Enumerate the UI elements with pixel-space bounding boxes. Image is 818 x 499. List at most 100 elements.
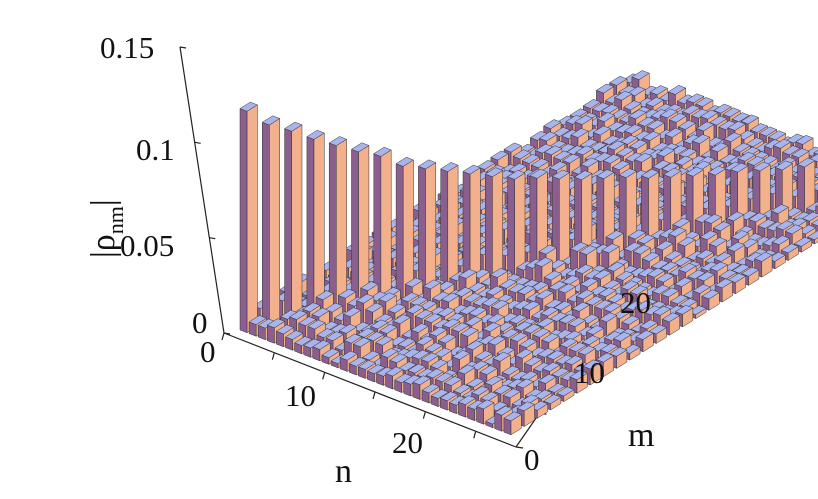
bar-face-side [447,164,459,291]
bar-face-top [379,324,398,334]
bar-face-top [508,163,527,173]
bar-face-top [355,293,375,304]
bar [640,168,660,248]
bar-face-top [621,315,640,326]
bar-face-top [551,367,570,378]
bar-face-top [615,146,635,157]
bar-face-top [515,378,535,389]
bar-face-top [712,221,732,232]
bar-face-top [538,244,557,255]
bar-face-top [503,142,522,153]
bar-face-top [512,149,532,160]
bar-face-top [659,261,679,272]
bar-face-top [667,85,687,95]
bar-face-top [574,264,594,274]
bar-face-top [801,211,818,222]
bar-face-top [718,269,738,280]
bar-face-top [405,304,425,314]
bar-face-top [465,340,484,351]
bar-face-top [579,277,599,288]
bar-face-top [592,125,612,136]
bar-face-top [815,204,818,208]
bar-face-top [639,319,658,330]
bar-face-top [543,145,563,156]
bar-face-top [352,337,372,348]
bar-face-top [582,359,602,370]
bar-face-top [553,300,572,311]
bar-face-top [632,244,652,255]
bar-face-top [414,309,434,320]
bar-face-top [412,375,431,386]
bar-face-side [492,169,503,281]
n-tick-mark [372,391,376,400]
bar-face-top [569,370,588,380]
bar-face-top [725,211,745,222]
bar-face-top [687,269,706,280]
bar-face-top [699,230,719,241]
bar-face-top [509,332,529,342]
bar-face-top [703,213,723,224]
bar-face-top [451,322,470,333]
bar-face-top [650,259,670,270]
bar-face-top [312,340,331,350]
bar-face-top [294,336,313,346]
bar-face-top [443,376,463,386]
bar-face-top [407,363,426,374]
bar-face-top [700,109,719,120]
bar-face-top [365,302,384,313]
bar-face-top [275,324,295,335]
bar-face-top [410,323,430,333]
bar-face-top [457,395,477,405]
bar-face-front [797,164,805,214]
bar [462,164,481,286]
bar-face-top [601,243,620,254]
m-tick-mark [515,446,524,449]
n-tick-mark [473,431,477,439]
z-tick-label: 0.15 [100,30,154,65]
bar-face-top [677,120,697,130]
bar-face-top [476,399,495,410]
bar-face-top [441,318,461,329]
bar-face-top [713,252,733,262]
z-axis-title-subscript: nm [103,206,128,234]
z-axis-title-close: | [85,199,122,206]
bar-face-top [430,389,450,399]
bar-face-top [557,283,577,294]
bar [328,136,348,315]
bar-face-top [673,256,692,267]
bar-face-top [523,356,543,367]
bar-face-top [596,169,615,180]
bar-face-top [770,204,790,214]
bar-face-top [375,335,394,346]
bar-face-side [425,162,437,295]
bar-face-top [490,150,509,161]
bar-face-top [440,162,459,172]
bar-face-top [542,394,562,404]
bar-face-top [462,164,481,175]
z-tick-mark [194,141,201,144]
bar-face-top [420,352,440,363]
bar-face-top [480,391,499,402]
bar-face-top [602,279,621,290]
z-axis-title-main: |ρ [85,234,122,258]
bar-face-top [578,245,598,255]
bar-face-front [462,171,471,286]
bar [239,101,258,334]
bar-face-top [685,93,705,104]
bar-face-top [678,262,697,273]
bar [350,142,370,310]
bar-face-top [498,278,518,289]
bar-face-top [674,277,693,287]
bar-face-top [771,235,790,245]
bar-face-top [678,148,698,158]
bar-face-top [668,227,687,237]
bar-face-top [599,343,619,353]
bar-face-top [655,272,675,283]
bar-face-top [731,112,750,123]
bar-face-top [600,104,620,114]
bar-face-front [351,148,359,310]
bar-face-top [325,331,344,342]
bar-face-top [598,287,617,298]
bar-face-top [727,273,747,283]
bar-face-top [487,335,506,346]
